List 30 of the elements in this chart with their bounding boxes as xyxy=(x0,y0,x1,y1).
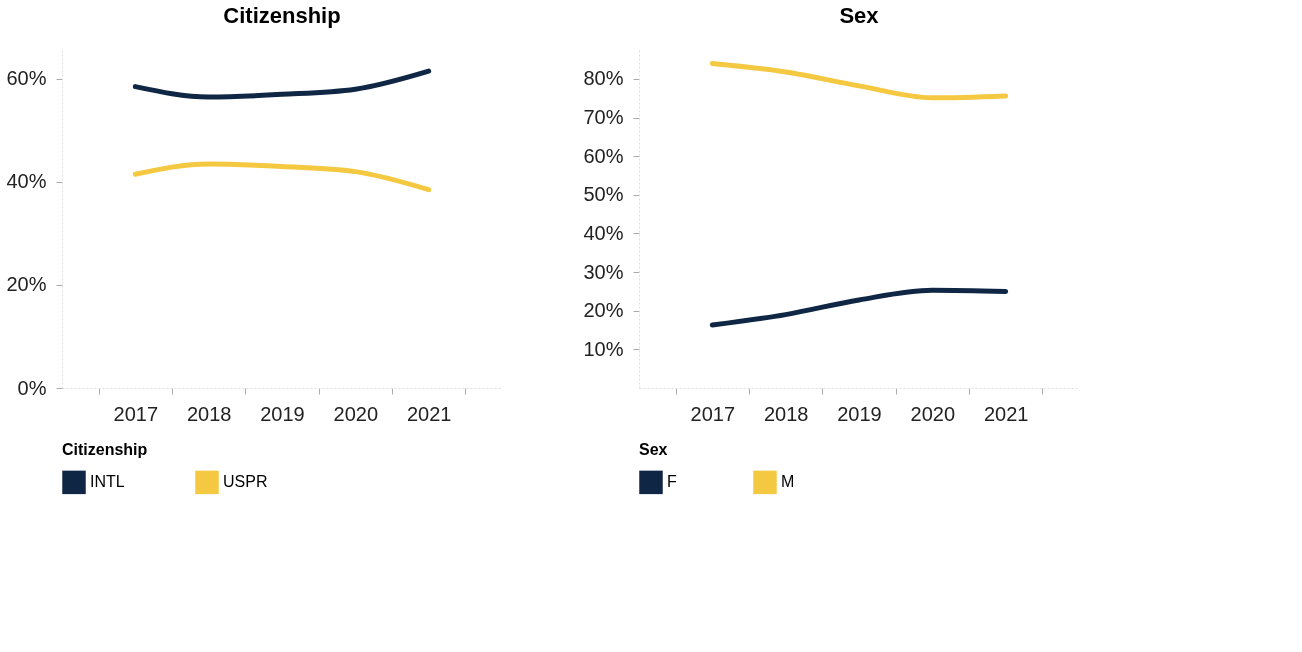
x-tick-label: 2020 xyxy=(333,402,379,425)
legend-title: Citizenship xyxy=(62,441,148,458)
y-tick-label: 40% xyxy=(6,170,47,193)
x-tick-label: 2017 xyxy=(690,402,736,425)
legend-label: USPR xyxy=(223,473,268,491)
x-tick-label: 2017 xyxy=(113,402,159,425)
y-tick-label: 50% xyxy=(583,183,624,206)
y-tick-label: 40% xyxy=(583,221,624,244)
y-tick-label: 30% xyxy=(583,260,624,283)
x-tick-label: 2018 xyxy=(186,402,232,425)
legend-label: M xyxy=(781,473,795,491)
legend-label: INTL xyxy=(90,473,125,491)
y-tick-label: 70% xyxy=(583,106,624,129)
x-tick-label: 2018 xyxy=(763,402,809,425)
chart-title: Sex xyxy=(839,3,880,28)
y-tick-label: 20% xyxy=(583,299,624,322)
y-tick-label: 20% xyxy=(6,273,47,296)
x-tick-label: 2021 xyxy=(406,402,452,425)
x-tick-label: 2020 xyxy=(910,402,956,425)
y-tick-label: 60% xyxy=(583,144,624,167)
legend-label: F xyxy=(667,473,677,491)
y-tick-label: 10% xyxy=(583,337,624,360)
x-tick-label: 2019 xyxy=(260,402,305,425)
legend-title: Sex xyxy=(639,441,668,458)
y-tick-label: 0% xyxy=(17,376,47,399)
x-tick-label: 2021 xyxy=(983,402,1029,425)
y-tick-label: 60% xyxy=(6,67,47,90)
x-tick-label: 2019 xyxy=(837,402,882,425)
chart-title: Citizenship xyxy=(223,3,341,28)
y-tick-label: 80% xyxy=(583,67,624,90)
